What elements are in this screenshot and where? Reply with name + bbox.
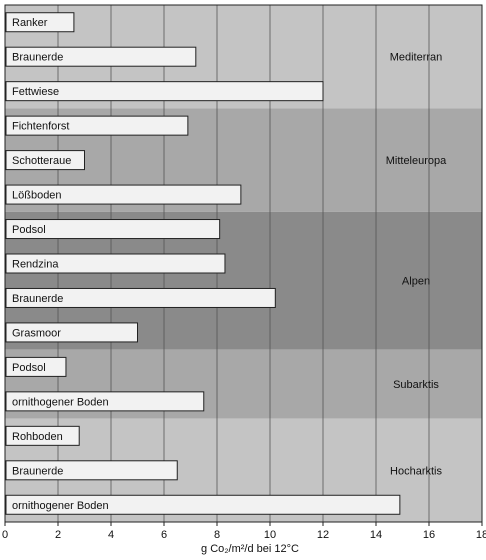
region-label: Mediterran <box>390 52 443 64</box>
x-axis-title: g Co₂/m²/d bei 12°C <box>201 543 299 555</box>
x-axis: 0 2 4 6 8 10 12 14 16 18 <box>2 522 486 541</box>
bar <box>5 460 178 481</box>
bar-label: Fettwiese <box>12 86 59 98</box>
bar <box>5 253 226 274</box>
bar <box>5 494 401 515</box>
tick-label: 16 <box>423 529 435 541</box>
tick-label: 0 <box>2 529 8 541</box>
bar-label: Ranker <box>12 17 48 29</box>
bar-label: Rohboden <box>12 431 63 443</box>
bar-label: Schotteraue <box>12 155 71 167</box>
bars: Ranker Braunerde Fettwiese Fichtenforst Scho… <box>5 12 401 515</box>
bar <box>5 322 138 343</box>
bar <box>5 425 80 446</box>
bar-label: Fichtenforst <box>12 121 69 133</box>
bar <box>5 150 85 171</box>
bar-label: Braunerde <box>12 465 63 477</box>
plot-frame <box>4 4 483 523</box>
tick-label: 6 <box>161 529 167 541</box>
bar-label: Braunerde <box>12 293 63 305</box>
bar <box>5 115 189 136</box>
tick-label: 10 <box>264 529 276 541</box>
region-label: Subarktis <box>393 379 439 391</box>
bar <box>5 219 221 240</box>
tick-label: 8 <box>214 529 220 541</box>
bar <box>5 287 276 308</box>
region-labels: Mediterran Mitteleuropa Alpen Subarktis Hoch… <box>386 52 447 478</box>
tick-label: 14 <box>370 529 382 541</box>
bar <box>5 391 205 412</box>
tick-label: 2 <box>55 529 61 541</box>
bar <box>5 12 75 33</box>
bar-label: Grasmoor <box>12 327 61 339</box>
bar <box>5 46 197 67</box>
bar-label: Podsol <box>12 224 46 236</box>
bar <box>5 184 242 205</box>
bar-label: Podsol <box>12 362 46 374</box>
bar <box>5 356 67 377</box>
tick-label: 12 <box>317 529 329 541</box>
bar-label: ornithogener Boden <box>12 396 109 408</box>
bar-label: Lößboden <box>12 190 62 202</box>
bar <box>5 81 324 102</box>
region-label: Mitteleuropa <box>386 155 447 167</box>
tick-label: 18 <box>476 529 486 541</box>
region-label: Alpen <box>402 276 430 288</box>
bar-label: ornithogener Boden <box>12 500 109 512</box>
tick-label: 4 <box>108 529 114 541</box>
bar-label: Braunerde <box>12 52 63 64</box>
bar-label: Rendzina <box>12 259 59 271</box>
region-label: Hocharktis <box>390 465 442 477</box>
